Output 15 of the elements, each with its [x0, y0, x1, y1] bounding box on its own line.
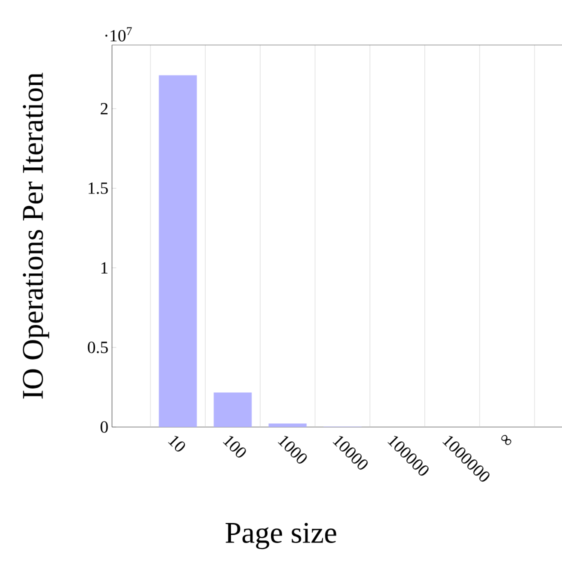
y-tick-label: 1.5 — [88, 182, 108, 194]
x-tick-label: 10 — [168, 436, 185, 452]
y-tick-label: 0 — [100, 421, 108, 433]
bar — [158, 75, 197, 427]
y-axis-title: IO Operations Per Iteration — [22, 72, 50, 399]
x-tick-label: 100 — [222, 436, 246, 458]
x-axis-title: Page size — [226, 522, 336, 550]
text: ·10$^{7}$ — [105, 27, 132, 42]
y-tick-label: 1 — [101, 262, 108, 274]
bar — [214, 392, 252, 427]
x-tick-label: ∞ — [501, 435, 512, 445]
x-tick-label: 1000 — [278, 436, 307, 464]
y-tick-label: 2 — [100, 103, 108, 114]
y-tick-label: 0.5 — [88, 342, 108, 354]
bar — [268, 423, 307, 427]
